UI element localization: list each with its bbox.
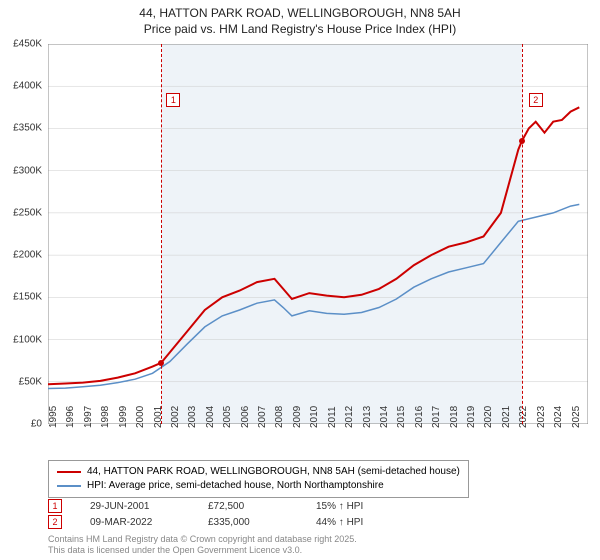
x-tick-label: 2012 xyxy=(344,406,355,428)
x-tick-label: 2009 xyxy=(292,406,303,428)
x-tick-label: 2004 xyxy=(205,406,216,428)
legend-item: 44, HATTON PARK ROAD, WELLINGBOROUGH, NN… xyxy=(57,465,460,479)
legend: 44, HATTON PARK ROAD, WELLINGBOROUGH, NN… xyxy=(48,460,469,498)
x-tick-label: 1997 xyxy=(83,406,94,428)
footer-line-2: This data is licensed under the Open Gov… xyxy=(48,545,302,555)
x-tick-label: 2023 xyxy=(536,406,547,428)
x-tick-label: 2007 xyxy=(257,406,268,428)
sales-table: 1 29-JUN-2001 £72,500 15% ↑ HPI 2 09-MAR-2022… xyxy=(48,498,363,530)
x-tick-label: 1996 xyxy=(65,406,76,428)
sale-marker-dot xyxy=(519,138,525,144)
y-tick-label: £200K xyxy=(2,250,42,261)
x-tick-label: 2015 xyxy=(396,406,407,428)
footer-line-1: Contains HM Land Registry data © Crown c… xyxy=(48,534,357,544)
x-tick-label: 1995 xyxy=(48,406,59,428)
x-tick-label: 2013 xyxy=(362,406,373,428)
sale-vline xyxy=(161,44,162,424)
sale-annotation-box: 2 xyxy=(529,93,543,107)
x-tick-label: 1998 xyxy=(100,406,111,428)
sale-number-box: 1 xyxy=(48,499,62,513)
x-tick-label: 2003 xyxy=(187,406,198,428)
chart-title: 44, HATTON PARK ROAD, WELLINGBOROUGH, NN… xyxy=(0,0,600,37)
x-tick-label: 2011 xyxy=(327,406,338,428)
legend-label: 44, HATTON PARK ROAD, WELLINGBOROUGH, NN… xyxy=(87,465,460,479)
sale-date: 29-JUN-2001 xyxy=(90,501,180,512)
y-tick-label: £0 xyxy=(2,419,42,430)
sale-price: £335,000 xyxy=(208,517,288,528)
x-tick-label: 2016 xyxy=(414,406,425,428)
legend-swatch xyxy=(57,485,81,487)
sale-row: 2 09-MAR-2022 £335,000 44% ↑ HPI xyxy=(48,514,363,530)
title-line-2: Price paid vs. HM Land Registry's House … xyxy=(144,22,456,36)
x-tick-label: 2017 xyxy=(431,406,442,428)
x-tick-label: 2006 xyxy=(240,406,251,428)
x-tick-label: 2021 xyxy=(501,406,512,428)
sale-delta: 44% ↑ HPI xyxy=(316,517,363,528)
x-tick-label: 2014 xyxy=(379,406,390,428)
x-tick-label: 1999 xyxy=(118,406,129,428)
footer-attribution: Contains HM Land Registry data © Crown c… xyxy=(48,534,357,556)
y-tick-label: £300K xyxy=(2,165,42,176)
title-line-1: 44, HATTON PARK ROAD, WELLINGBOROUGH, NN… xyxy=(139,6,460,20)
x-tick-label: 2022 xyxy=(518,406,529,428)
y-tick-label: £50K xyxy=(2,376,42,387)
sale-delta: 15% ↑ HPI xyxy=(316,501,363,512)
y-tick-label: £350K xyxy=(2,123,42,134)
y-tick-label: £400K xyxy=(2,81,42,92)
y-tick-label: £450K xyxy=(2,39,42,50)
y-tick-label: £150K xyxy=(2,292,42,303)
legend-swatch xyxy=(57,471,81,473)
x-tick-label: 2024 xyxy=(553,406,564,428)
x-tick-label: 2005 xyxy=(222,406,233,428)
y-tick-label: £250K xyxy=(2,207,42,218)
x-tick-label: 2000 xyxy=(135,406,146,428)
sale-price: £72,500 xyxy=(208,501,288,512)
x-tick-label: 2010 xyxy=(309,406,320,428)
sale-vline xyxy=(522,44,523,424)
legend-label: HPI: Average price, semi-detached house,… xyxy=(87,479,384,493)
x-tick-label: 2008 xyxy=(274,406,285,428)
line-chart: £0£50K£100K£150K£200K£250K£300K£350K£400… xyxy=(48,44,588,424)
x-tick-label: 2019 xyxy=(466,406,477,428)
sale-annotation-box: 1 xyxy=(166,93,180,107)
x-tick-label: 2018 xyxy=(449,406,460,428)
sale-row: 1 29-JUN-2001 £72,500 15% ↑ HPI xyxy=(48,498,363,514)
legend-item: HPI: Average price, semi-detached house,… xyxy=(57,479,460,493)
sale-date: 09-MAR-2022 xyxy=(90,517,180,528)
x-tick-label: 2025 xyxy=(571,406,582,428)
x-tick-label: 2002 xyxy=(170,406,181,428)
x-tick-label: 2020 xyxy=(483,406,494,428)
sale-marker-dot xyxy=(158,360,164,366)
sale-number-box: 2 xyxy=(48,515,62,529)
y-tick-label: £100K xyxy=(2,334,42,345)
